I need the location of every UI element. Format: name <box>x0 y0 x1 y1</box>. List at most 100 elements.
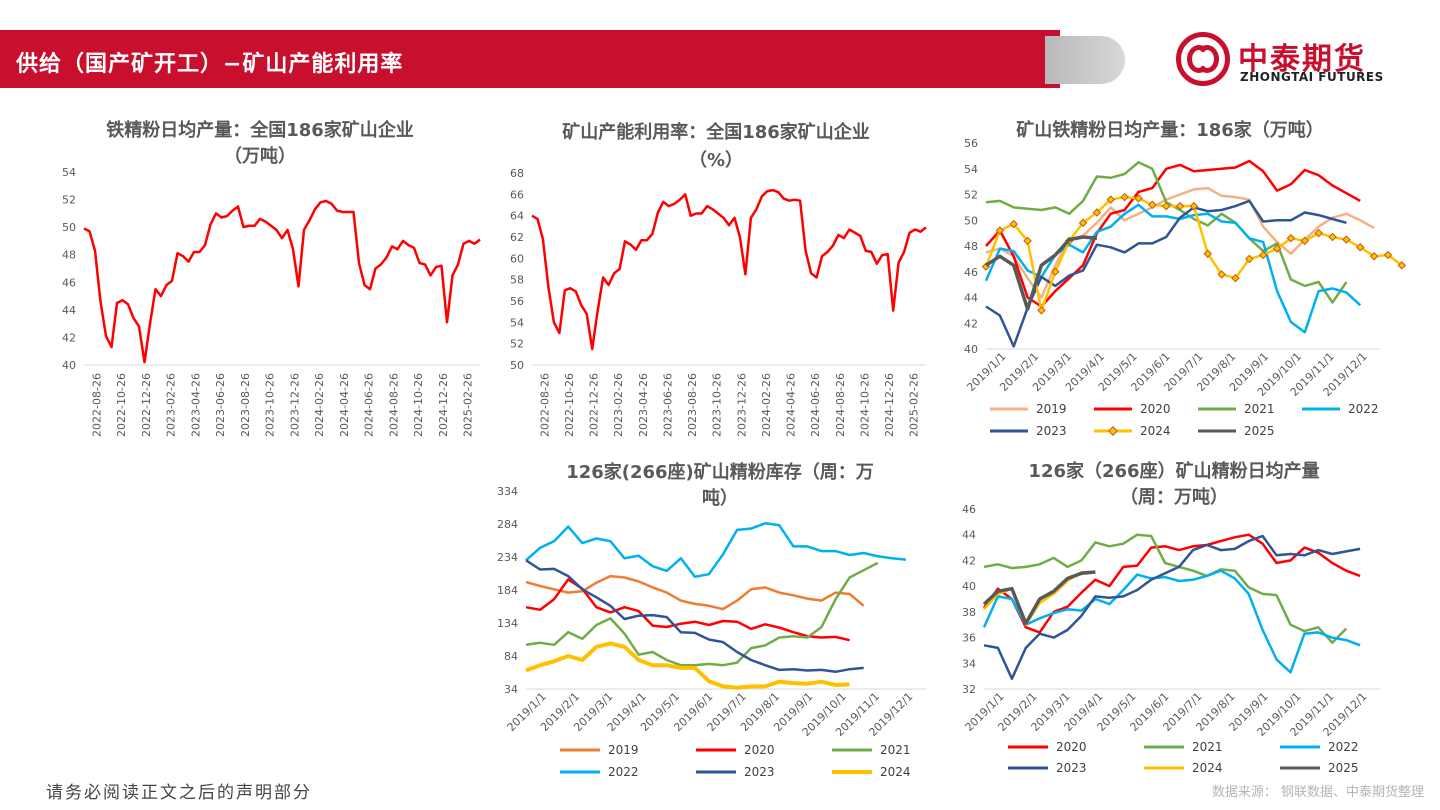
y-tick-label: 184 <box>497 584 518 597</box>
y-tick-label: 32 <box>962 683 976 696</box>
y-tick-label: 40 <box>962 580 976 593</box>
y-tick-label: 68 <box>510 167 524 180</box>
x-tick-label: 2023-06-26 <box>214 373 227 437</box>
series-marker-2024 <box>1258 250 1268 260</box>
series-marker-2024 <box>1397 261 1407 270</box>
x-tick-label: 2023-08-26 <box>239 373 252 437</box>
series-marker-2024 <box>1106 195 1115 204</box>
y-tick-label: 50 <box>62 221 76 234</box>
x-tick-label: 2024-10-26 <box>412 373 425 437</box>
x-tick-label: 2022-08-26 <box>538 373 551 437</box>
legend-label-2022: 2022 <box>1348 402 1379 416</box>
series-marker-2024 <box>1092 208 1102 217</box>
x-tick-label: 2024-06-26 <box>363 373 376 437</box>
company-name-en: ZHONGTAI FUTURES <box>1240 70 1384 84</box>
y-tick-label: 34 <box>962 657 976 670</box>
legend-label-2023: 2023 <box>1036 424 1067 438</box>
x-tick-label: 2024-10-26 <box>858 373 871 437</box>
chart-mine-inventory-seasonal-126: 126家(266座)矿山精粉库存（周：万 吨） 34 84 134 184 234 284 33… <box>490 455 940 785</box>
y-tick-label: 60 <box>510 252 524 265</box>
y-tick-label: 50 <box>510 359 524 372</box>
legend-marker-2024 <box>1108 426 1118 436</box>
legend-label-2025: 2025 <box>1244 424 1275 438</box>
x-tick-label: 2022-10-26 <box>563 373 576 437</box>
x-tick-label: 2024-04-26 <box>785 373 798 437</box>
y-tick-label: 48 <box>62 249 76 262</box>
x-tick-label: 2024-02-26 <box>760 373 773 437</box>
series-marker-2024 <box>1037 306 1046 315</box>
chart-title: 126家(266座)矿山精粉库存（周：万 <box>566 461 874 483</box>
chart-svg: 铁精粉日均产量：全国186家矿山企业 （万吨） 40 42 44 46 48 50 52 54 20… <box>62 119 481 437</box>
data-source-text: 数据来源： 钢联数据、中泰期货整理 <box>1211 785 1424 800</box>
y-tick-label: 40 <box>62 359 76 372</box>
series-line-2023 <box>525 559 864 674</box>
chart-title: （万吨） <box>224 145 296 167</box>
chart-svg: 矿山铁精粉日均产量：186家（万吨） 40 42 44 46 48 50 52 54 56 2019… <box>964 119 1407 438</box>
series-line-main <box>83 199 481 364</box>
x-tick-label: 2023-10-26 <box>264 373 277 437</box>
series-marker-2024 <box>1009 219 1018 229</box>
x-tick-label: 2022-08-26 <box>90 373 103 437</box>
y-tick-label: 46 <box>62 276 76 289</box>
series-marker-2024 <box>1078 218 1088 228</box>
y-tick-label: 34 <box>504 683 518 696</box>
chart-title: 矿山产能利用率：全国186家矿山企业 <box>562 121 870 143</box>
x-tick-label: 2023-10-26 <box>711 373 724 437</box>
y-tick-label: 40 <box>964 343 978 356</box>
series-line-2022 <box>984 203 1362 334</box>
x-tick-label: 2024-08-26 <box>834 373 847 437</box>
y-tick-label: 44 <box>62 304 76 317</box>
series-line-2023 <box>985 199 1347 348</box>
x-tick-label: 2022-12-26 <box>140 373 153 437</box>
x-tick-label: 2023-02-26 <box>612 373 625 437</box>
y-tick-label: 36 <box>962 632 976 645</box>
company-logo-icon <box>1176 32 1230 86</box>
y-tick-label: 54 <box>62 166 76 179</box>
chart-iron-concentrate-daily-output: 铁精粉日均产量：全国186家矿山企业 （万吨） 40 42 44 46 48 50 52 54 20… <box>40 112 490 447</box>
series-marker-2024 <box>1342 235 1351 244</box>
series-marker-2024 <box>1161 201 1171 211</box>
series-line-2021 <box>525 561 879 667</box>
x-tick-label: 2024-02-26 <box>313 373 326 437</box>
series-line-2020 <box>525 578 850 642</box>
chart-svg: 矿山产能利用率：全国186家矿山企业 （%） 50 52 54 56 58 60 62 64 66 6… <box>510 121 927 437</box>
y-tick-label: 46 <box>964 266 978 279</box>
series-marker-2024 <box>1231 273 1240 283</box>
series-marker-2024 <box>1120 192 1129 202</box>
series-line-2019 <box>985 186 1375 299</box>
series-marker-2024 <box>1245 254 1254 264</box>
legend-label-2019: 2019 <box>608 743 639 757</box>
y-tick-label: 54 <box>964 163 978 176</box>
series-marker-2024 <box>1369 252 1379 261</box>
series-marker-2024 <box>995 226 1005 235</box>
x-tick-label: 2022-10-26 <box>115 373 128 437</box>
chart-mine-output-seasonal-126: 126家（266座）矿山精粉日均产量 （周：万吨） 32 34 36 38 40 42 44 46… <box>950 455 1390 785</box>
series-line-2024 <box>525 641 850 690</box>
page-title: 供给（国产矿开工）−矿山产能利用率 <box>16 52 404 77</box>
y-tick-label: 44 <box>964 292 978 305</box>
series-marker-2024 <box>1272 244 1282 253</box>
chart-title: 铁精粉日均产量：全国186家矿山企业 <box>106 119 414 141</box>
series-marker-2024 <box>1023 236 1032 246</box>
y-tick-label: 42 <box>962 554 976 567</box>
x-tick-label: 2024-12-26 <box>437 373 450 437</box>
series-line-2022 <box>525 522 907 579</box>
series-line-2021 <box>983 533 1348 644</box>
x-tick-label: 2023-12-26 <box>288 373 301 437</box>
legend-label-2020: 2020 <box>1140 402 1171 416</box>
legend-label-2020: 2020 <box>744 743 775 757</box>
y-tick-label: 52 <box>62 194 76 207</box>
y-tick-label: 52 <box>964 189 978 202</box>
chart-svg: 126家（266座）矿山精粉日均产量 （周：万吨） 32 34 36 38 40 42 44 46… <box>962 460 1380 775</box>
y-tick-label: 42 <box>964 317 978 330</box>
legend-label-2025: 2025 <box>1328 761 1359 775</box>
series-marker-2024 <box>1286 234 1296 243</box>
y-tick-label: 334 <box>497 485 518 498</box>
series-line-main <box>531 188 927 351</box>
legend-label-2022: 2022 <box>608 765 639 779</box>
series-line-2019 <box>525 574 865 611</box>
x-tick-label: 2024-04-26 <box>338 373 351 437</box>
y-tick-label: 62 <box>510 231 524 244</box>
series-marker-2024 <box>1328 232 1337 242</box>
series-marker-2024 <box>1189 201 1199 211</box>
